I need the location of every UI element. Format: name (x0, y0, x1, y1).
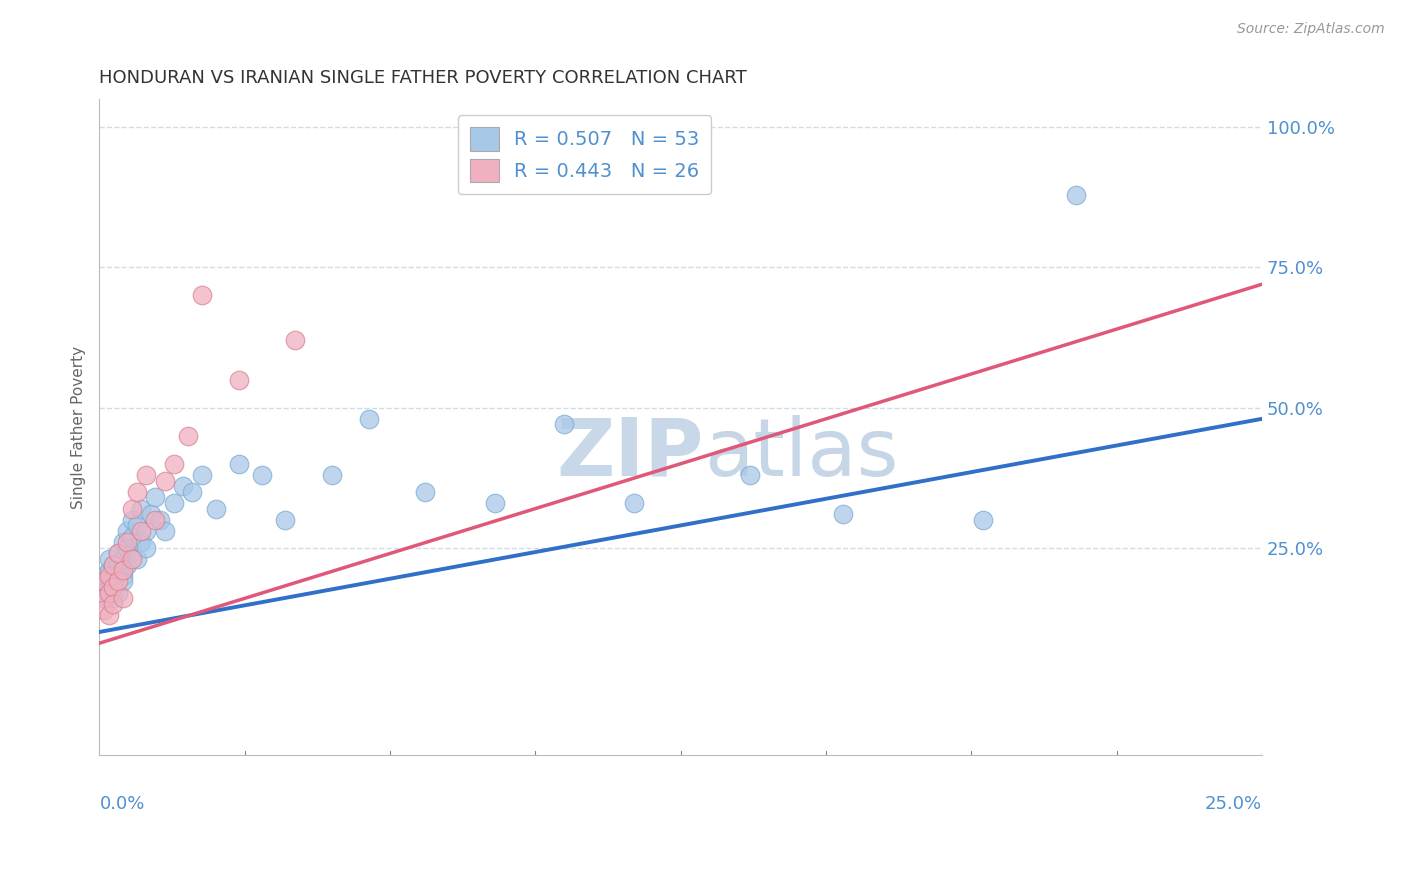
Iranians (103, 597, 125, 611)
Hondurans (172, 479, 194, 493)
Iranians (129, 524, 152, 538)
Hondurans (111, 569, 134, 583)
Hondurans (204, 501, 226, 516)
Hondurans (103, 591, 125, 606)
Hondurans (107, 558, 129, 572)
Iranians (143, 513, 166, 527)
Text: HONDURAN VS IRANIAN SINGLE FATHER POVERTY CORRELATION CHART: HONDURAN VS IRANIAN SINGLE FATHER POVERT… (100, 69, 747, 87)
Iranians (190, 288, 212, 302)
Hondurans (111, 535, 134, 549)
Hondurans (972, 513, 994, 527)
Hondurans (143, 491, 166, 505)
Iranians (97, 585, 120, 599)
Hondurans (190, 467, 212, 482)
Hondurans (107, 546, 129, 560)
Hondurans (359, 412, 381, 426)
Hondurans (111, 574, 134, 589)
Hondurans (274, 513, 297, 527)
Iranians (135, 467, 157, 482)
Hondurans (97, 563, 120, 577)
Iranians (117, 535, 139, 549)
Iranians (121, 552, 143, 566)
Hondurans (103, 574, 125, 589)
Iranians (177, 428, 200, 442)
Iranians (107, 574, 129, 589)
Iranians (107, 546, 129, 560)
Hondurans (111, 552, 134, 566)
Hondurans (129, 535, 152, 549)
Hondurans (121, 530, 143, 544)
Hondurans (117, 524, 139, 538)
Iranians (125, 484, 148, 499)
Hondurans (484, 496, 506, 510)
Text: ZIP: ZIP (557, 415, 704, 492)
Hondurans (129, 501, 152, 516)
Hondurans (97, 580, 120, 594)
Iranians (284, 334, 307, 348)
Hondurans (181, 484, 204, 499)
Hondurans (121, 546, 143, 560)
Hondurans (321, 467, 343, 482)
Hondurans (93, 569, 115, 583)
Iranians (103, 558, 125, 572)
Text: 0.0%: 0.0% (100, 795, 145, 813)
Iranians (228, 373, 250, 387)
Hondurans (117, 541, 139, 555)
Hondurans (117, 558, 139, 572)
Hondurans (413, 484, 436, 499)
Iranians (97, 608, 120, 623)
Hondurans (740, 467, 762, 482)
Hondurans (93, 585, 115, 599)
Hondurans (832, 507, 855, 521)
Hondurans (93, 591, 115, 606)
Iranians (93, 591, 115, 606)
Iranians (111, 563, 134, 577)
Hondurans (125, 518, 148, 533)
Hondurans (623, 496, 645, 510)
Iranians (97, 569, 120, 583)
Text: Source: ZipAtlas.com: Source: ZipAtlas.com (1237, 22, 1385, 37)
Hondurans (163, 496, 186, 510)
Hondurans (153, 524, 176, 538)
Hondurans (250, 467, 273, 482)
Text: atlas: atlas (704, 415, 898, 492)
Hondurans (97, 574, 120, 589)
Iranians (121, 501, 143, 516)
Iranians (153, 474, 176, 488)
Hondurans (135, 541, 157, 555)
Text: 25.0%: 25.0% (1205, 795, 1263, 813)
Iranians (163, 457, 186, 471)
Iranians (93, 574, 115, 589)
Hondurans (553, 417, 575, 432)
Hondurans (228, 457, 250, 471)
Hondurans (121, 513, 143, 527)
Hondurans (103, 558, 125, 572)
Hondurans (107, 563, 129, 577)
Hondurans (125, 552, 148, 566)
Hondurans (135, 524, 157, 538)
Iranians (103, 580, 125, 594)
Hondurans (139, 507, 162, 521)
Iranians (111, 591, 134, 606)
Legend: R = 0.507   N = 53, R = 0.443   N = 26: R = 0.507 N = 53, R = 0.443 N = 26 (458, 115, 711, 194)
Hondurans (1064, 187, 1087, 202)
Iranians (93, 602, 115, 616)
Hondurans (107, 585, 129, 599)
Hondurans (103, 569, 125, 583)
Hondurans (149, 513, 172, 527)
Hondurans (97, 552, 120, 566)
Y-axis label: Single Father Poverty: Single Father Poverty (72, 346, 86, 508)
